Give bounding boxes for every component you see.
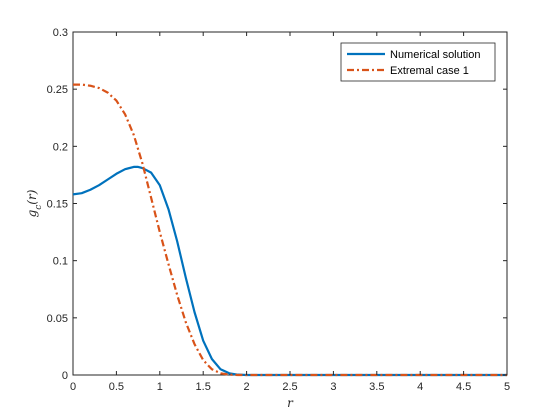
axes-box bbox=[72, 31, 508, 376]
x-tick-label: 1 bbox=[157, 381, 163, 393]
x-axis-label: r bbox=[287, 396, 294, 410]
x-tick-label: 5 bbox=[504, 381, 510, 393]
y-tick-label: 0.25 bbox=[47, 84, 68, 96]
x-tick-label: 1.5 bbox=[196, 381, 211, 393]
x-tick-label: 3.5 bbox=[369, 381, 384, 393]
y-tick-label: 0.1 bbox=[53, 256, 68, 268]
y-tick-label: 0 bbox=[62, 370, 68, 382]
ticks-layer: 0 0.5 1 1.5 2 2.5 3 3.5 4 4.5 5 0 0.05 0.1 0.15 0.2 0.25… bbox=[47, 27, 510, 393]
legend-box bbox=[340, 42, 496, 82]
x-tick-label: 2 bbox=[244, 381, 250, 393]
y-tick-label: 0.05 bbox=[47, 313, 68, 325]
y-tick-label: 0.3 bbox=[53, 27, 68, 39]
legend-label: Numerical solution bbox=[390, 49, 480, 61]
legend: Numerical solution Extremal case 1 bbox=[340, 42, 496, 82]
series-line-2 bbox=[73, 83, 507, 377]
x-tick-label: 2.5 bbox=[282, 381, 297, 393]
y-axis-label: gc(r) bbox=[25, 189, 44, 217]
y-tick-label: 0.15 bbox=[47, 199, 68, 211]
x-tick-label: 4.5 bbox=[456, 381, 471, 393]
x-tick-label: 0.5 bbox=[109, 381, 124, 393]
legend-label: Extremal case 1 bbox=[390, 65, 469, 77]
x-tick-label: 3 bbox=[330, 381, 336, 393]
x-tick-label: 0 bbox=[70, 381, 76, 393]
series-layer bbox=[72, 83, 507, 377]
x-tick-label: 4 bbox=[417, 381, 423, 393]
plot-area bbox=[72, 31, 508, 376]
y-tick-label: 0.2 bbox=[53, 141, 68, 153]
